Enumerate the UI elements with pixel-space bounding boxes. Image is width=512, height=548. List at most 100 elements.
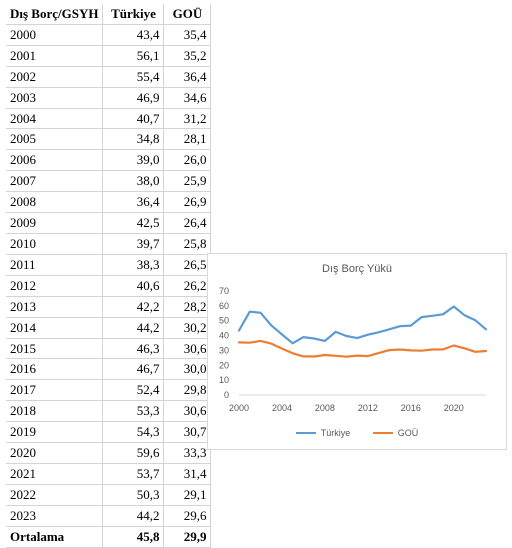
cell-year[interactable]: 2001 — [6, 45, 104, 67]
cell-turkiye[interactable]: 53,3 — [102, 400, 165, 423]
cell-turkiye[interactable]: 46,7 — [102, 358, 165, 381]
cell-year[interactable]: 2012 — [6, 275, 104, 297]
cell-turkiye[interactable]: 42,2 — [102, 296, 165, 318]
cell-year[interactable]: 2009 — [6, 212, 104, 234]
table-row: 2021 53,7 31,4 — [6, 463, 212, 485]
x-tick-label: 2020 — [444, 403, 464, 413]
cell-gou[interactable]: 30,6 — [163, 400, 212, 423]
legend-item-turkiye: Türkiye — [295, 427, 351, 438]
cell-turkiye[interactable]: 44,2 — [102, 317, 165, 339]
table-row: 2014 44,2 30,2 — [6, 317, 212, 339]
cell-turkiye[interactable]: 39,0 — [102, 149, 165, 172]
cell-year[interactable]: 2003 — [6, 87, 104, 109]
chart-legend: Türkiye GOÜ — [208, 426, 506, 438]
table-row: 2011 38,3 26,5 — [6, 254, 212, 276]
cell-gou[interactable]: 26,0 — [163, 149, 212, 172]
cell-gou[interactable]: 31,4 — [163, 463, 212, 485]
cell-gou[interactable]: 33,3 — [163, 442, 212, 464]
column-header-gou[interactable]: GOÜ — [163, 4, 212, 25]
cell-year[interactable]: 2022 — [6, 484, 104, 506]
cell-gou[interactable]: 25,8 — [163, 233, 212, 255]
cell-year[interactable]: 2021 — [6, 463, 104, 485]
cell-gou[interactable]: 35,2 — [163, 45, 212, 67]
cell-turkiye[interactable]: 43,4 — [102, 24, 165, 46]
table-body: 2000 43,4 35,4 2001 56,1 35,2 2002 55,4 36,4 2003… — [6, 24, 212, 527]
footer-turkiye-average[interactable]: 45,8 — [102, 525, 165, 548]
footer-gou-average[interactable]: 29,9 — [163, 525, 212, 548]
cell-year[interactable]: 2002 — [6, 66, 104, 88]
cell-turkiye[interactable]: 52,4 — [102, 379, 165, 402]
cell-year[interactable]: 2014 — [6, 317, 104, 339]
cell-gou[interactable]: 29,1 — [163, 484, 212, 506]
cell-gou[interactable]: 28,2 — [163, 296, 212, 318]
footer-label[interactable]: Ortalama — [6, 525, 104, 548]
cell-gou[interactable]: 25,9 — [163, 170, 212, 193]
cell-turkiye[interactable]: 50,3 — [102, 484, 165, 506]
y-tick-label: 60 — [219, 301, 229, 311]
table-row: 2022 50,3 29,1 — [6, 484, 212, 506]
cell-year[interactable]: 2006 — [6, 149, 104, 172]
cell-gou[interactable]: 26,4 — [163, 212, 212, 234]
cell-turkiye[interactable]: 56,1 — [102, 45, 165, 67]
cell-turkiye[interactable]: 40,6 — [102, 275, 165, 297]
table-row: 2013 42,2 28,2 — [6, 296, 212, 318]
cell-turkiye[interactable]: 53,7 — [102, 463, 165, 485]
cell-turkiye[interactable]: 39,7 — [102, 233, 165, 255]
cell-turkiye[interactable]: 55,4 — [102, 66, 165, 88]
cell-year[interactable]: 2015 — [6, 338, 104, 360]
table-row: 2012 40,6 26,2 — [6, 275, 212, 297]
cell-turkiye[interactable]: 40,7 — [102, 108, 165, 130]
cell-gou[interactable]: 30,7 — [163, 421, 212, 444]
cell-gou[interactable]: 26,5 — [163, 254, 212, 276]
cell-gou[interactable]: 26,9 — [163, 191, 212, 214]
cell-turkiye[interactable]: 46,9 — [102, 87, 165, 109]
cell-gou[interactable]: 34,6 — [163, 87, 212, 109]
cell-gou[interactable]: 31,2 — [163, 108, 212, 130]
x-tick-label: 2000 — [229, 403, 249, 413]
cell-year[interactable]: 2008 — [6, 191, 104, 214]
cell-gou[interactable]: 30,0 — [163, 358, 212, 381]
table-row: 2000 43,4 35,4 — [6, 24, 212, 46]
cell-turkiye[interactable]: 59,6 — [102, 442, 165, 464]
y-tick-label: 20 — [219, 360, 229, 370]
cell-turkiye[interactable]: 46,3 — [102, 338, 165, 360]
cell-gou[interactable]: 36,4 — [163, 66, 212, 88]
table-row: 2020 59,6 33,3 — [6, 442, 212, 464]
cell-year[interactable]: 2018 — [6, 400, 104, 423]
x-tick-label: 2016 — [401, 403, 421, 413]
cell-gou[interactable]: 35,4 — [163, 24, 212, 46]
cell-turkiye[interactable]: 42,5 — [102, 212, 165, 234]
cell-year[interactable]: 2016 — [6, 358, 104, 381]
cell-year[interactable]: 2010 — [6, 233, 104, 255]
table-row: 2008 36,4 26,9 — [6, 191, 212, 214]
cell-turkiye[interactable]: 54,3 — [102, 421, 165, 444]
cell-gou[interactable]: 29,6 — [163, 505, 212, 527]
cell-year[interactable]: 2019 — [6, 421, 104, 444]
cell-gou[interactable]: 28,1 — [163, 128, 212, 151]
cell-year[interactable]: 2013 — [6, 296, 104, 318]
cell-turkiye[interactable]: 38,3 — [102, 254, 165, 276]
cell-year[interactable]: 2005 — [6, 128, 104, 151]
cell-gou[interactable]: 29,8 — [163, 379, 212, 402]
legend-label-turkiye: Türkiye — [320, 427, 351, 438]
line-chart[interactable]: Dış Borç Yükü 0 10 20 30 40 50 60 70 2000 2004 200… — [207, 253, 507, 450]
y-tick-label: 50 — [219, 316, 229, 326]
series-line-gou — [237, 339, 488, 358]
cell-gou[interactable]: 26,2 — [163, 275, 212, 297]
cell-year[interactable]: 2000 — [6, 24, 104, 46]
cell-turkiye[interactable]: 38,0 — [102, 170, 165, 193]
cell-gou[interactable]: 30,6 — [163, 338, 212, 360]
cell-year[interactable]: 2023 — [6, 505, 104, 527]
cell-year[interactable]: 2017 — [6, 379, 104, 402]
cell-year[interactable]: 2007 — [6, 170, 104, 193]
cell-turkiye[interactable]: 44,2 — [102, 505, 165, 527]
cell-turkiye[interactable]: 36,4 — [102, 191, 165, 214]
cell-year[interactable]: 2011 — [6, 254, 104, 276]
legend-label-gou: GOÜ — [397, 427, 419, 438]
column-header-turkiye[interactable]: Türkiye — [102, 4, 165, 25]
column-header-year[interactable]: Dış Borç/GSYH — [6, 4, 104, 25]
cell-year[interactable]: 2004 — [6, 108, 104, 130]
cell-turkiye[interactable]: 34,8 — [102, 128, 165, 151]
cell-gou[interactable]: 30,2 — [163, 317, 212, 339]
cell-year[interactable]: 2020 — [6, 442, 104, 464]
